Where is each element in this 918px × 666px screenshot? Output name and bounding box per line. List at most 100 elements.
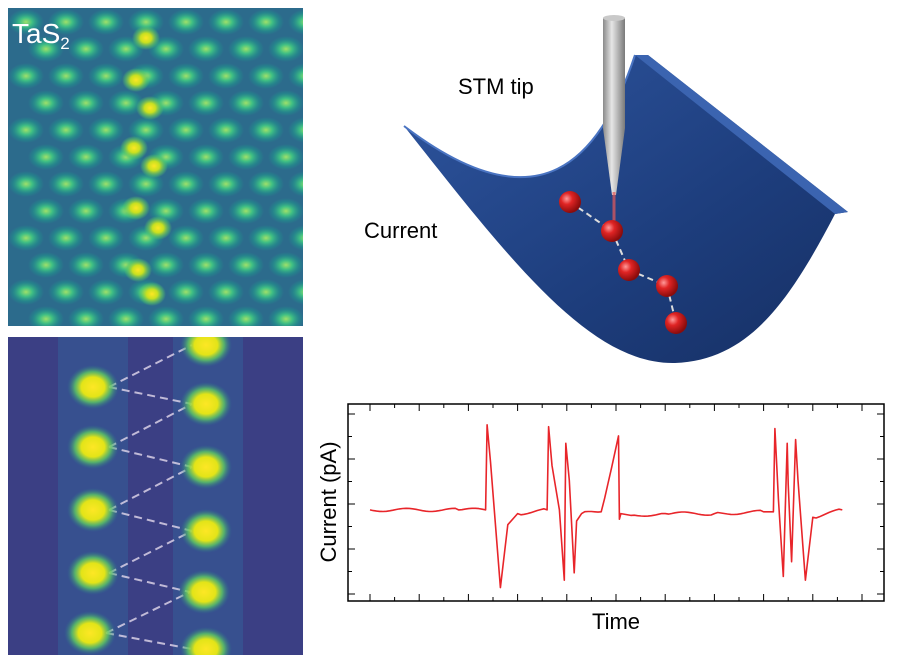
atom-dot (67, 488, 119, 532)
atom-dot (180, 337, 232, 367)
lattice-bump (108, 306, 144, 326)
lattice-bump (188, 198, 224, 224)
lattice-bump (88, 117, 124, 143)
x-axis-label: Time (592, 609, 640, 634)
dimer-line (108, 509, 193, 532)
lattice-bump (188, 144, 224, 170)
lattice-bump (188, 252, 224, 278)
lattice-bump (68, 144, 104, 170)
atom-dot (67, 551, 119, 595)
lattice-bump (108, 90, 144, 116)
lattice-bump (48, 171, 84, 197)
lattice-bump (168, 117, 204, 143)
lattice-bump (288, 117, 303, 143)
lattice-bump (228, 252, 264, 278)
atom-chain (559, 191, 687, 334)
bright-atom-spot (140, 154, 168, 178)
lattice-bump (228, 306, 264, 326)
lattice-bump (48, 63, 84, 89)
lattice-bump (168, 171, 204, 197)
lattice-bump (248, 117, 284, 143)
lattice-bump (8, 171, 44, 197)
stm-zoom-image (8, 337, 303, 655)
bright-atom-spot (120, 136, 148, 160)
atom-dot (178, 570, 230, 614)
schematic-svg (403, 15, 848, 364)
bright-atom-spot (136, 96, 164, 120)
stm-topography-image: TaS2 (8, 8, 303, 326)
red-atom (618, 259, 640, 281)
lattice-bump (268, 144, 303, 170)
atom-dot (180, 382, 232, 426)
lattice-bump (288, 225, 303, 251)
atom-dot (67, 425, 119, 469)
stm-tip (603, 15, 625, 222)
lattice-bump (268, 252, 303, 278)
atom-dot (180, 445, 232, 489)
current-label: Current (364, 218, 438, 243)
dimer-line (108, 344, 193, 388)
lattice-bump (168, 63, 204, 89)
lattice-bump (8, 117, 44, 143)
bright-atom-spot (138, 282, 166, 306)
dimer-line (108, 403, 193, 448)
current-series-line (369, 423, 843, 589)
trace-svg: Time Current (pA) (316, 403, 885, 634)
plot-frame (347, 403, 885, 602)
lattice-bump (268, 306, 303, 326)
red-atom (601, 220, 623, 242)
lattice-bump (88, 279, 124, 305)
bright-atom-spot (122, 68, 150, 92)
bright-atom-spot (124, 258, 152, 282)
lattice-bump (28, 36, 64, 62)
lattice-bump (28, 90, 64, 116)
atom-dot (180, 627, 232, 655)
current-trace-chart: Time Current (pA) (300, 385, 918, 666)
lattice-bump (208, 117, 244, 143)
lattice-bump (248, 63, 284, 89)
lattice-bump (68, 306, 104, 326)
lattice-bump (248, 171, 284, 197)
lattice-bump (48, 225, 84, 251)
lattice-bump (8, 63, 44, 89)
dimer-line (105, 632, 193, 650)
lattice-bump (248, 225, 284, 251)
lattice-bump (48, 117, 84, 143)
lattice-bump (188, 90, 224, 116)
bright-atom-spot (132, 26, 160, 50)
lattice-bump (168, 225, 204, 251)
lattice-bump (48, 9, 84, 35)
material-label: TaS2 (12, 18, 70, 53)
stm-tip-label: STM tip (458, 74, 534, 99)
lattice-bump (28, 198, 64, 224)
lattice-bump (28, 306, 64, 326)
lattice-bump (288, 9, 303, 35)
red-atom (656, 275, 678, 297)
dimer-line (108, 446, 193, 468)
lattice-bump (168, 279, 204, 305)
lattice-bump (68, 198, 104, 224)
lattice-bump (208, 279, 244, 305)
lattice-bump (248, 9, 284, 35)
lattice-bump (28, 144, 64, 170)
dimer-line (108, 386, 193, 405)
atom-dot (180, 509, 232, 553)
stm-topography-svg (8, 8, 303, 326)
red-atom (665, 312, 687, 334)
lattice-bump (68, 36, 104, 62)
dimer-line (108, 530, 193, 574)
lattice-bump (268, 36, 303, 62)
y-axis-label: Current (pA) (316, 441, 341, 562)
lattice-bump (228, 36, 264, 62)
lattice-bump (208, 63, 244, 89)
curved-surface (403, 54, 848, 364)
lattice-bump (68, 90, 104, 116)
lattice-bump (288, 63, 303, 89)
lattice-bump (68, 252, 104, 278)
atom-dot (67, 365, 119, 409)
lattice-bump (8, 279, 44, 305)
lattice-bump (188, 36, 224, 62)
atom-dot (64, 611, 116, 655)
lattice-bump (268, 198, 303, 224)
lattice-bump (48, 279, 84, 305)
